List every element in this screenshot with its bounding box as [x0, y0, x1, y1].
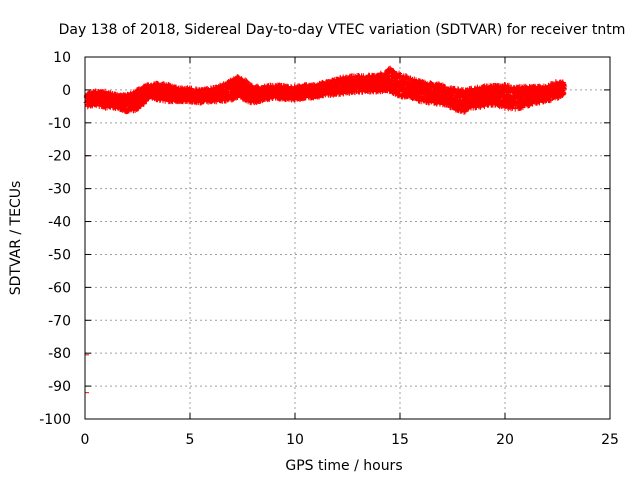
chart-title: Day 138 of 2018, Sidereal Day-to-day VTE…: [59, 22, 626, 38]
grid-lines: [85, 57, 610, 419]
data-points: [83, 65, 568, 394]
